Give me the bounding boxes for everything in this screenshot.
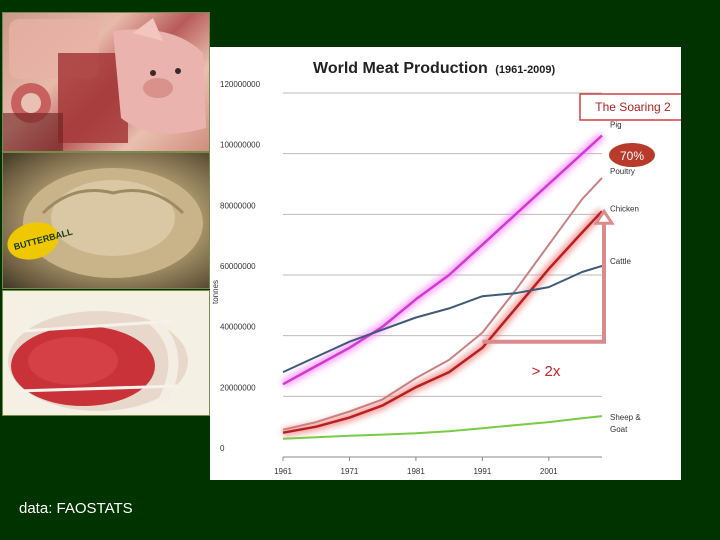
- series-label-pig: Pig: [610, 120, 622, 129]
- series-label-sheep-goat-line1: Sheep &: [610, 413, 641, 422]
- x-tick-label: 1981: [407, 467, 425, 476]
- grid-layer: 0 20000000 40000000 60000000 80000000 1000000…: [220, 80, 602, 476]
- poultry-photo: BUTTERBALL: [2, 152, 210, 289]
- callout-text: The Soaring 2: [595, 100, 671, 114]
- meat-production-chart: World Meat Production (1961-2009) tonnes…: [211, 60, 681, 476]
- growth-arrowhead: [593, 208, 615, 225]
- pork-cuts-and-pig-head-icon: [3, 18, 206, 151]
- series-label-poultry: Poultry: [610, 167, 635, 176]
- y-tick-label: 120000000: [220, 80, 261, 89]
- pork-photo: [2, 12, 210, 152]
- series-label-sheep-goat-line2: Goat: [610, 425, 628, 434]
- series-line-chicken: [282, 210, 603, 434]
- chart-panel: World Meat Production (1961-2009) tonnes…: [210, 47, 681, 480]
- series-label-chicken: Chicken: [610, 204, 639, 213]
- series-glow-chicken: [282, 208, 606, 438]
- y-tick-label: 80000000: [220, 201, 256, 210]
- y-tick-label: 40000000: [220, 323, 256, 332]
- series-line-poultry: [282, 177, 603, 431]
- growth-arrow: [482, 221, 606, 344]
- badge-text: 70%: [620, 149, 644, 163]
- x-tick-label: 1971: [341, 467, 359, 476]
- annotation-layer: The Soaring 2 70% > 2x: [482, 93, 681, 380]
- beef-photo: [2, 290, 210, 416]
- chart-title: World Meat Production (1961-2009): [313, 60, 556, 77]
- data-source-note: data: FAOSTATS: [19, 500, 133, 517]
- beef-roast-icon: [8, 311, 188, 411]
- x-tick-label: 1961: [274, 467, 292, 476]
- series-line-pig: [282, 134, 603, 386]
- y-tick-label: 0: [220, 444, 225, 453]
- growth-label: > 2x: [532, 363, 561, 380]
- y-tick-label: 60000000: [220, 262, 256, 271]
- whole-turkey-icon: BUTTERBALL: [7, 168, 203, 278]
- y-axis-label: tonnes: [211, 280, 220, 304]
- y-tick-label: 20000000: [220, 383, 256, 392]
- chart-subtitle: (1961-2009): [495, 64, 555, 76]
- chart-title-main: World Meat Production: [313, 60, 488, 77]
- label-layer: Pig Poultry Chicken Cattle Sheep & Goat: [610, 120, 641, 434]
- series-line-sheep-goat: [282, 415, 603, 440]
- line-layer: [282, 134, 603, 440]
- badge-70: [607, 141, 657, 169]
- x-tick-label: 2001: [540, 467, 558, 476]
- series-label-cattle: Cattle: [610, 257, 631, 266]
- callout-box: [579, 93, 681, 121]
- x-tick-label: 1991: [473, 467, 491, 476]
- y-tick-label: 100000000: [220, 141, 261, 150]
- series-line-cattle: [282, 264, 603, 374]
